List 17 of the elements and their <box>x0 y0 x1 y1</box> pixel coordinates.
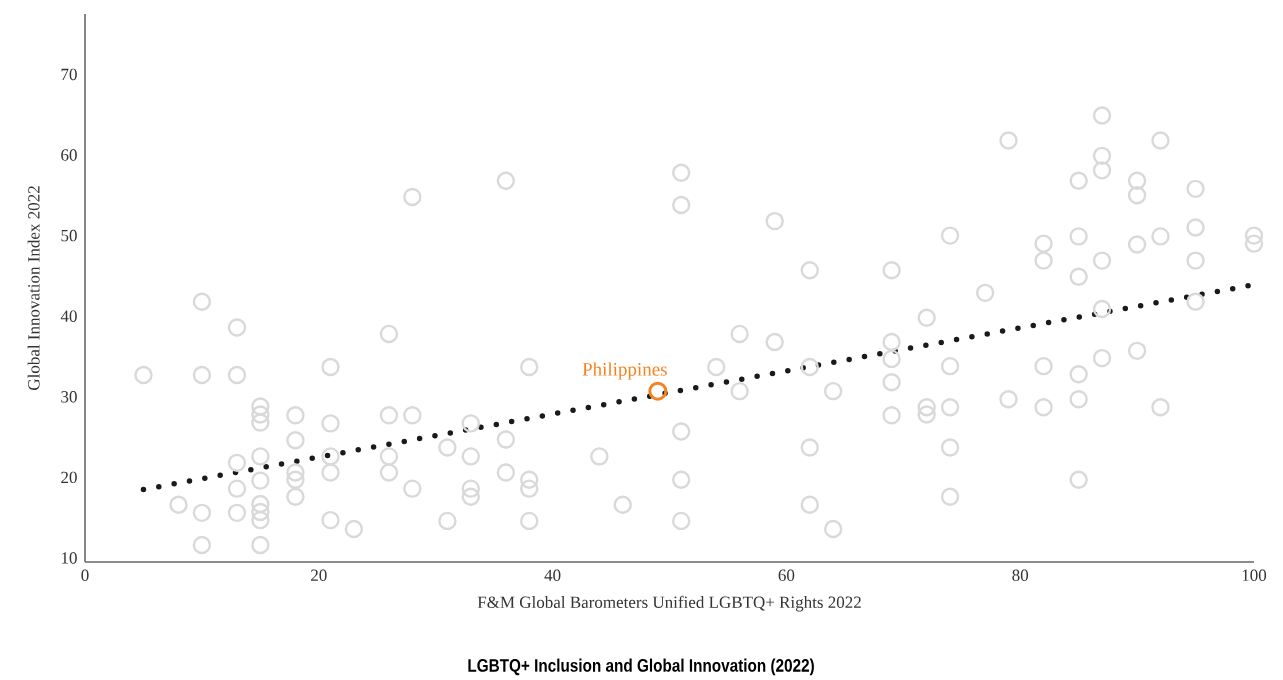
x-tick-label: 60 <box>778 569 795 581</box>
y-tick-label: 60 <box>61 149 77 161</box>
y-tick-label: 30 <box>61 391 77 403</box>
text: LGBTQ+ Inclusion and Global Innovation (2022) <box>468 658 814 676</box>
x-tick-label: 100 <box>1242 569 1267 581</box>
x-tick-label: 20 <box>311 569 327 581</box>
series-label: Philippines <box>582 362 667 380</box>
y-tick-label: 10 <box>61 552 77 564</box>
y-tick-label: 40 <box>60 310 77 322</box>
y-tick-label: 20 <box>61 471 77 484</box>
y-tick-label: 70 <box>61 68 77 81</box>
x-tick-label: 40 <box>544 569 561 581</box>
x-tick-label: 0 <box>81 569 89 581</box>
x-axis-title: F&M Global Barometers Unified LGBTQ+ Rights 2022 <box>477 595 861 612</box>
y-tick-label: 50 <box>61 229 77 242</box>
x-tick-label: 80 <box>1012 569 1029 581</box>
y-axis-title: Global Innovation Index 2022 <box>27 186 40 390</box>
